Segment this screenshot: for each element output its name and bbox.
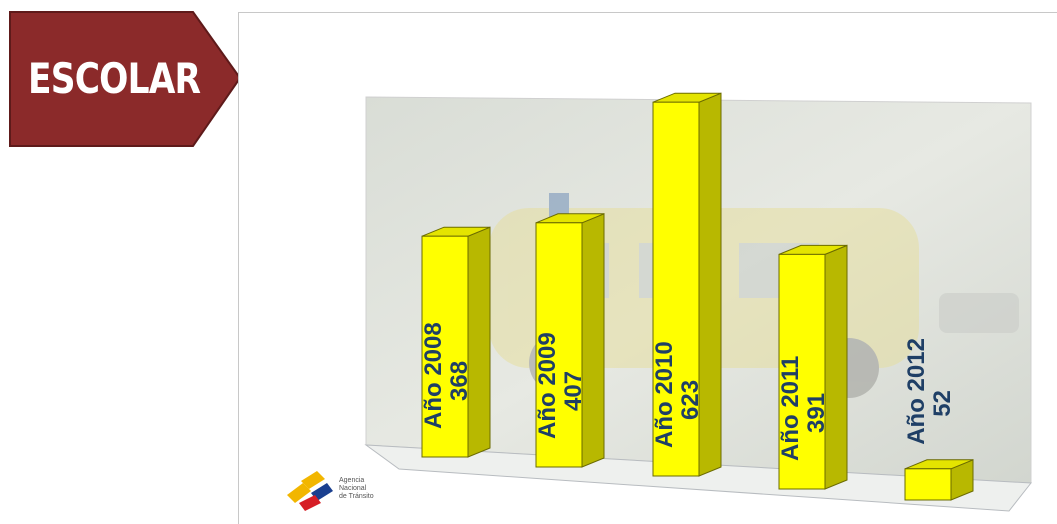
chart-slide: Año 2008 368 Año 2009 407 Año 2010 623 Año 201… — [238, 12, 1057, 524]
logo-line-3: de Tránsito — [339, 493, 374, 500]
bar-side — [467, 226, 491, 458]
agency-logo: Agencia Nacional de Tránsito — [283, 469, 393, 519]
bar-value-label: 52 — [929, 390, 956, 417]
bar-1 — [421, 226, 491, 458]
bar-value-label: 368 — [446, 361, 473, 401]
banner-title: ESCOLAR — [28, 54, 201, 103]
bar-front — [421, 235, 469, 458]
bar-category-label: Año 2010 — [651, 341, 678, 448]
agency-logo-icon — [287, 471, 333, 511]
bar-front — [535, 222, 583, 468]
bar-category-label: Año 2009 — [534, 332, 561, 439]
bar-front — [652, 101, 700, 477]
logo-line-2: Nacional — [339, 485, 367, 492]
logo-line-1: Agencia — [339, 477, 365, 484]
bar-category-label: Año 2008 — [420, 322, 447, 429]
bar-category-label: Año 2012 — [903, 338, 930, 445]
bar-value-label: 391 — [803, 393, 830, 433]
bar-front — [904, 468, 952, 501]
agency-logo-text: Agencia Nacional de Tránsito — [339, 477, 399, 501]
bar-5 — [904, 459, 974, 501]
bar-side — [581, 213, 605, 468]
bar-4 — [778, 244, 848, 490]
bar-value-label: 407 — [560, 371, 587, 411]
bar-3 — [652, 92, 722, 477]
escolar-banner: ESCOLAR — [8, 10, 244, 148]
bar-front — [778, 253, 826, 490]
banner-arrow-shape — [9, 11, 242, 147]
bar-2 — [535, 213, 605, 468]
bar-side — [824, 244, 848, 490]
bar-category-label: Año 2011 — [777, 356, 804, 461]
bar-chart: Año 2008 368 Año 2009 407 Año 2010 623 Año 201… — [364, 92, 1032, 512]
bar-value-label: 623 — [677, 380, 704, 420]
